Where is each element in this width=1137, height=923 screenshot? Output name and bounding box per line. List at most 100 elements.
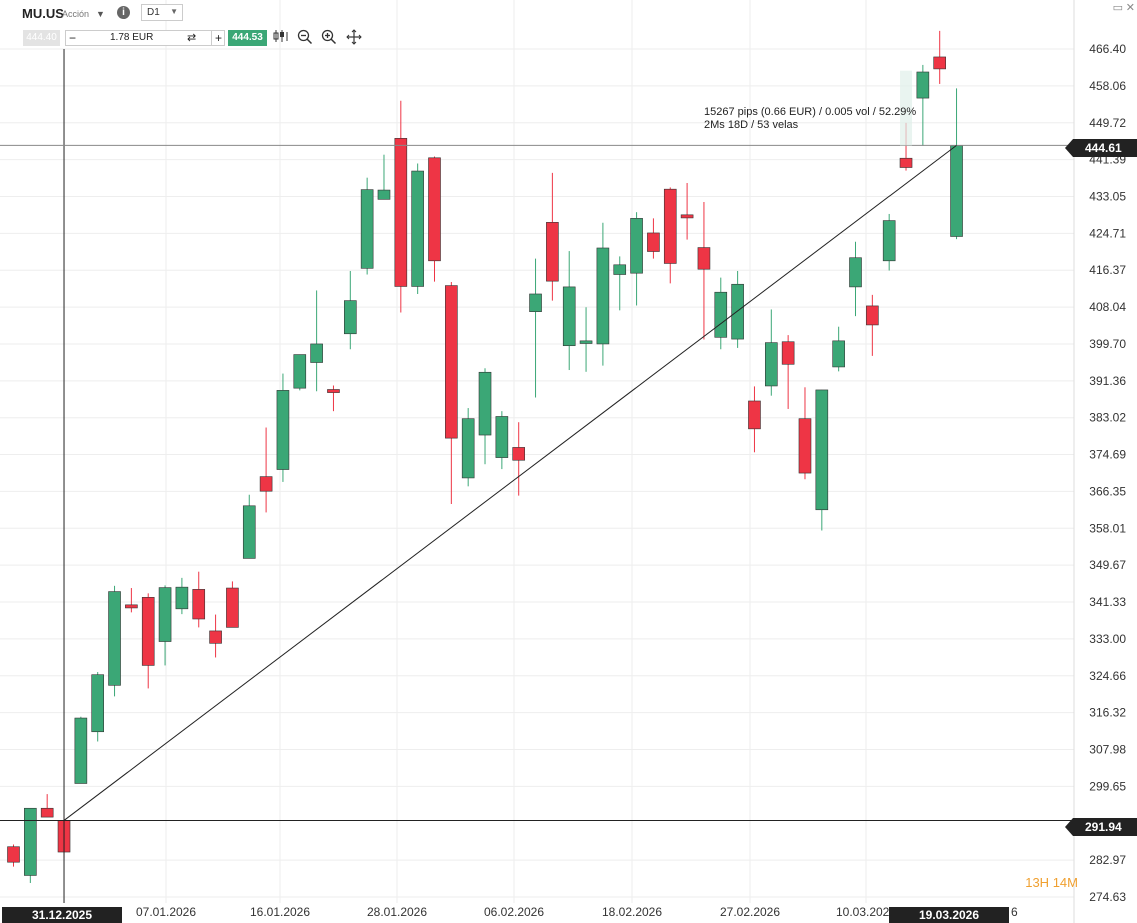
- y-tick-label: 349.67: [1089, 558, 1126, 572]
- candle: [125, 588, 138, 613]
- x-axis-labels: 07.01.2026 16.01.2026 28.01.2026 06.02.2026…: [136, 905, 1018, 919]
- y-tick-label: 383.02: [1089, 411, 1126, 425]
- candle: [849, 241, 862, 317]
- candle-body: [259, 476, 273, 492]
- swap-icon[interactable]: ⇄: [187, 32, 197, 44]
- candle-body: [546, 222, 559, 282]
- x-tick-label: 06.02.2026: [484, 905, 544, 919]
- candle: [579, 307, 593, 372]
- candle: [512, 422, 526, 496]
- candle: [40, 794, 54, 818]
- candle-body: [562, 286, 576, 347]
- quantity-stepper[interactable]: − 1.78 EUR ⇄ +: [65, 30, 225, 46]
- decrease-button[interactable]: −: [69, 31, 77, 45]
- y-tick-label: 391.36: [1089, 374, 1126, 388]
- x-tick-label: 6: [1011, 905, 1018, 919]
- buy-button[interactable]: 444.53: [228, 30, 267, 46]
- candle-body: [680, 214, 694, 219]
- candle-timer: 13H 14M: [1025, 875, 1078, 890]
- timeframe-value: D1: [147, 7, 160, 18]
- candle-body: [866, 305, 879, 326]
- drawing-overlay: [0, 49, 1074, 903]
- candle: [529, 258, 542, 398]
- info-icon[interactable]: i: [117, 6, 130, 19]
- y-tick-label: 307.98: [1089, 743, 1126, 757]
- symbol-dropdown-icon[interactable]: ▼: [96, 9, 105, 19]
- candle: [815, 389, 829, 531]
- candle: [933, 30, 947, 84]
- zoom-out-icon[interactable]: [296, 29, 314, 47]
- timeframe-select[interactable]: D1 ▼: [141, 4, 183, 21]
- y-tick-label: 399.70: [1089, 337, 1126, 351]
- candle-body: [276, 390, 290, 470]
- measurement-readout: 15267 pips (0.66 EUR) / 0.005 vol / 52.2…: [704, 106, 916, 132]
- candle-body: [815, 389, 829, 511]
- candle-body: [209, 630, 222, 644]
- timer-minutes: 14M: [1052, 875, 1078, 890]
- increase-button[interactable]: +: [211, 31, 222, 45]
- candle-body: [933, 56, 947, 70]
- candle-body: [916, 71, 930, 99]
- candle-body: [714, 291, 728, 338]
- candle: [7, 844, 20, 867]
- candle: [226, 581, 239, 628]
- y-tick-label: 358.01: [1089, 521, 1126, 535]
- measurement-line-2: 2Ms 18D / 53 velas: [704, 119, 799, 131]
- candle-body: [141, 597, 155, 666]
- candle: [276, 373, 290, 482]
- candle: [764, 309, 778, 396]
- candle: [108, 585, 121, 697]
- candle-body: [748, 400, 761, 430]
- crosshair-price-badge: 291.94: [1065, 818, 1137, 836]
- candle-body: [360, 189, 374, 269]
- candle: [428, 156, 441, 282]
- candle-body: [125, 604, 138, 609]
- candle-body: [512, 447, 526, 461]
- crosshair-move-icon[interactable]: [345, 29, 363, 47]
- chart-toolbar: MU.US Acción ▼ i D1 ▼ 444.40 − 1.78 EUR …: [0, 0, 1137, 52]
- x-tick-label: 16.01.2026: [250, 905, 310, 919]
- candle: [663, 187, 677, 284]
- chevron-down-icon: ▼: [170, 7, 178, 16]
- x-tick-label: 18.02.2026: [602, 905, 662, 919]
- sell-button[interactable]: 444.40: [23, 30, 60, 46]
- candle: [866, 294, 879, 356]
- candle: [192, 571, 206, 628]
- candle: [647, 218, 660, 259]
- candle-body: [596, 247, 610, 345]
- candle-body: [343, 300, 357, 335]
- candle-body: [899, 157, 913, 168]
- maximize-icon[interactable]: ▭: [1112, 2, 1123, 14]
- y-tick-label: 299.65: [1089, 779, 1126, 793]
- quantity-value[interactable]: 1.78 EUR: [110, 32, 154, 43]
- candle: [242, 494, 256, 559]
- y-tick-label: 433.05: [1089, 189, 1126, 203]
- end-date-badge: 19.03.2026: [889, 907, 1009, 923]
- candle-body: [832, 340, 845, 368]
- measure-highlight: [900, 70, 913, 146]
- candle-body: [731, 283, 744, 340]
- candle-body: [74, 717, 88, 784]
- candle-body: [950, 145, 963, 237]
- candle: [613, 256, 627, 311]
- candle: [91, 672, 104, 742]
- crosshair-date-badge: 31.12.2025: [2, 907, 122, 923]
- candle: [495, 411, 509, 470]
- candle: [175, 577, 189, 615]
- candle: [411, 163, 424, 294]
- symbol-label[interactable]: MU.US: [22, 6, 64, 21]
- candle-body: [327, 389, 340, 393]
- candle-body: [461, 418, 475, 479]
- candle-type-icon[interactable]: [272, 29, 290, 47]
- candle-body: [445, 285, 458, 439]
- close-icon[interactable]: ✕: [1125, 2, 1135, 14]
- x-tick-label: 28.01.2026: [367, 905, 427, 919]
- instrument-type-label: Acción: [62, 9, 90, 19]
- candle: [731, 270, 744, 348]
- zoom-in-icon[interactable]: [320, 29, 338, 47]
- candle-body: [377, 189, 391, 200]
- candle: [697, 201, 711, 340]
- y-tick-label: 341.33: [1089, 595, 1126, 609]
- candle: [24, 807, 37, 883]
